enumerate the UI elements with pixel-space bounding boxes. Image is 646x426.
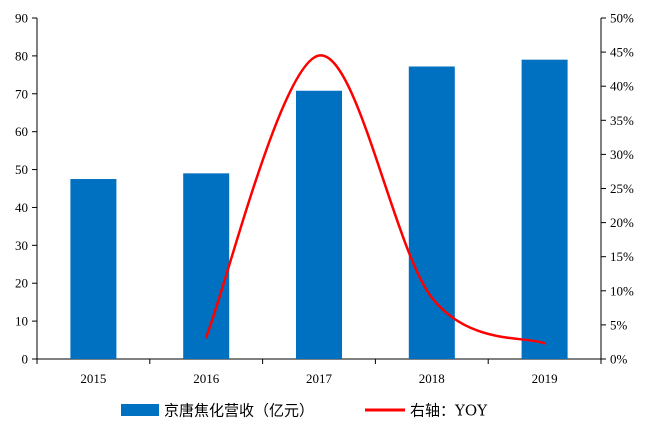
legend: 京唐焦化营收（亿元） 右轴：YOY — [121, 402, 488, 420]
bar — [296, 90, 342, 359]
x-tick-label: 2018 — [419, 371, 445, 386]
legend-bar-label: 京唐焦化营收（亿元） — [164, 402, 314, 420]
left-tick-label: 10 — [15, 314, 28, 329]
x-tick-label: 2015 — [80, 371, 106, 386]
bar — [70, 179, 117, 359]
legend-bar-swatch — [121, 404, 159, 416]
x-tick-label: 2016 — [193, 371, 220, 386]
bar — [408, 66, 455, 360]
x-axis-ticks: 2015 2016 2017 2018 2019 — [36, 359, 602, 386]
left-tick-label: 60 — [15, 124, 28, 139]
right-axis-ticks: 0% 5% 10% 15% 20% 25% 30% 35% 40% 45% 50% — [601, 11, 634, 367]
legend-line-label: 右轴：YOY — [410, 402, 488, 420]
left-tick-label: 30 — [15, 238, 28, 253]
left-tick-label: 70 — [15, 86, 28, 101]
x-tick-label: 2017 — [306, 371, 333, 386]
bar — [183, 173, 230, 359]
right-tick-label: 25% — [610, 181, 634, 196]
right-tick-label: 20% — [610, 215, 634, 230]
yoy-line — [204, 54, 546, 345]
left-axis-ticks: 0 10 20 30 40 50 60 70 80 90 — [15, 11, 37, 367]
left-tick-label: 50 — [15, 162, 28, 177]
right-tick-label: 50% — [610, 11, 634, 26]
right-tick-label: 45% — [610, 45, 634, 60]
left-tick-label: 40 — [15, 200, 28, 215]
right-tick-label: 0% — [610, 352, 628, 367]
right-tick-label: 15% — [610, 249, 634, 264]
right-tick-label: 35% — [610, 113, 634, 128]
right-tick-label: 10% — [610, 283, 634, 298]
right-tick-label: 40% — [610, 79, 634, 94]
bar — [521, 59, 568, 360]
left-tick-label: 80 — [15, 48, 28, 63]
left-tick-label: 0 — [22, 352, 29, 367]
x-tick-label: 2019 — [532, 371, 558, 386]
left-tick-label: 20 — [15, 276, 28, 291]
bar-series — [70, 59, 568, 360]
right-tick-label: 30% — [610, 147, 634, 162]
line-series — [204, 54, 546, 345]
right-tick-label: 5% — [610, 317, 628, 332]
left-tick-label: 90 — [15, 11, 28, 26]
